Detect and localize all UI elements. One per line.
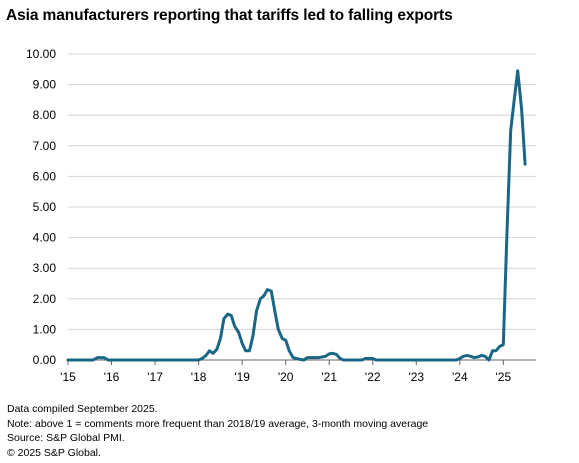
x-tick-label: '22 <box>365 370 381 384</box>
x-tick-label: '25 <box>496 370 512 384</box>
y-tick-label: 2.00 <box>33 292 57 306</box>
note-definition: Note: above 1 = comments more frequent t… <box>7 417 429 430</box>
x-tick-label: '15 <box>60 370 76 384</box>
grid-lines <box>68 53 536 330</box>
x-tick-label: '19 <box>234 370 250 384</box>
y-tick-label: 7.00 <box>33 139 57 153</box>
x-tick-label: '24 <box>452 370 468 384</box>
y-tick-label: 4.00 <box>33 231 57 245</box>
y-axis: 0.00 1.00 2.00 3.00 4.00 5.00 6.00 7.00 8.00 9.00… <box>26 47 56 367</box>
note-copyright: © 2025 S&P Global. <box>7 446 101 459</box>
y-tick-label: 5.00 <box>33 200 57 214</box>
chart-notes: Data compiled September 2025. Note: abov… <box>7 402 428 460</box>
x-tick-label: '23 <box>408 370 424 384</box>
y-tick-label: 6.00 <box>33 169 57 183</box>
y-tick-label: 3.00 <box>33 261 57 275</box>
y-tick-label: 8.00 <box>33 108 57 122</box>
x-tick-label: '21 <box>321 370 337 384</box>
series-line <box>66 69 527 362</box>
y-tick-label: 0.00 <box>33 353 57 367</box>
x-tick-label: '18 <box>191 370 207 384</box>
x-axis: '15 '16 '17 '18 '19 '20 '21 '22 '23 '24 '25 <box>60 359 536 384</box>
chart-title: Asia manufacturers reporting that tariff… <box>6 7 453 24</box>
y-tick-label: 1.00 <box>33 322 57 336</box>
y-tick-label: 10.00 <box>26 47 56 61</box>
x-tick-label: '16 <box>104 370 120 384</box>
note-compiled: Data compiled September 2025. <box>7 403 158 415</box>
y-tick-label: 9.00 <box>33 78 57 92</box>
series-layer <box>66 69 527 362</box>
note-source: Source: S&P Global PMI. <box>7 432 125 444</box>
x-tick-label: '17 <box>147 370 163 384</box>
x-tick-label: '20 <box>278 370 294 384</box>
